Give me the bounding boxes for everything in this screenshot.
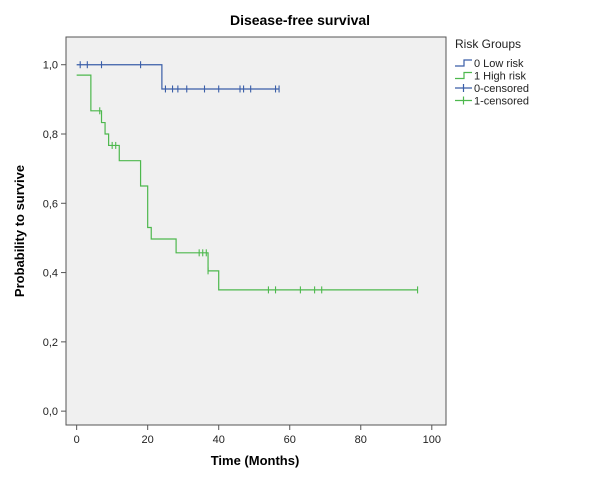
legend-label: 0 Low risk bbox=[474, 58, 524, 70]
x-tick-label: 100 bbox=[423, 434, 441, 446]
legend-swatch bbox=[455, 71, 472, 80]
y-axis-ticks: 0,0 0,2 0,4 0,6 0,8 1,0 bbox=[43, 60, 66, 418]
censor-marks-1 bbox=[99, 107, 419, 294]
y-tick-label: 0,4 bbox=[43, 268, 58, 280]
legend-entry: 1 High risk bbox=[455, 71, 526, 83]
plot-area bbox=[65, 36, 447, 426]
y-tick-label: 0,8 bbox=[43, 129, 58, 141]
x-axis-ticks: 0 20 40 60 80 100 bbox=[74, 425, 441, 446]
series-layer bbox=[76, 61, 419, 294]
legend-title: Risk Groups bbox=[455, 37, 521, 51]
y-tick-label: 0,0 bbox=[43, 406, 58, 418]
censor-marks-0 bbox=[79, 61, 280, 93]
legend-label: 0-censored bbox=[474, 83, 529, 95]
legend-label: 1 High risk bbox=[474, 71, 526, 83]
survival-curve-0 bbox=[76, 64, 280, 90]
x-tick-label: 40 bbox=[213, 434, 225, 446]
survival-curve-1 bbox=[76, 74, 418, 291]
y-axis-title: Probability to survive bbox=[12, 165, 27, 297]
legend-entry: 0-censored bbox=[455, 83, 529, 95]
y-tick-label: 1,0 bbox=[43, 60, 58, 72]
legend-swatch bbox=[455, 59, 472, 67]
legend-entry: 1-censored bbox=[455, 96, 529, 108]
legend-entry: 0 Low risk bbox=[455, 58, 524, 70]
legend-label: 1-censored bbox=[474, 96, 529, 108]
y-tick-label: 0,6 bbox=[43, 198, 58, 210]
x-tick-label: 20 bbox=[142, 434, 154, 446]
y-tick-label: 0,2 bbox=[43, 337, 58, 349]
chart-title: Disease-free survival bbox=[230, 12, 370, 28]
x-axis-title: Time (Months) bbox=[211, 453, 300, 468]
x-tick-label: 80 bbox=[355, 434, 367, 446]
x-tick-label: 60 bbox=[284, 434, 296, 446]
x-tick-label: 0 bbox=[74, 434, 80, 446]
